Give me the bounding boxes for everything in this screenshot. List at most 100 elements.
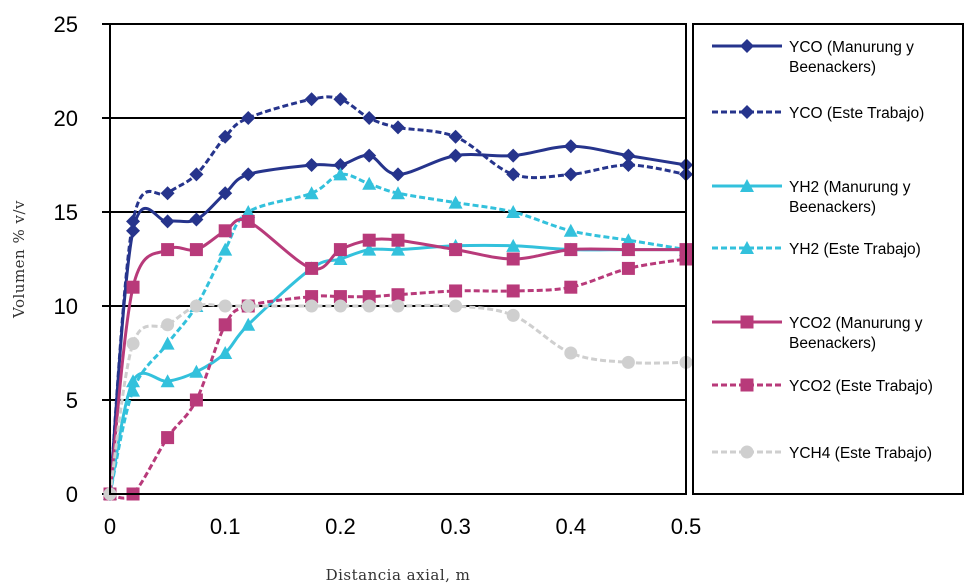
x-tick-label-5: 0.5 (671, 514, 702, 539)
series-2-point-8 (362, 242, 377, 256)
series-4-point-4 (218, 224, 232, 238)
series-5-point-7 (333, 290, 347, 304)
series-3-point-11 (506, 205, 521, 218)
y-tick-label-4: 20 (54, 106, 78, 131)
series-5-line (109, 257, 687, 500)
x-axis-title: Distancia axial, m (326, 566, 471, 584)
series-4 (103, 214, 693, 501)
legend-label-0-line-1: Beenackers) (789, 59, 876, 76)
series-1-point-7 (333, 92, 348, 107)
series-1-point-2 (160, 186, 175, 201)
series-2-point-2 (160, 374, 175, 388)
y-tick-label-0: 0 (66, 482, 78, 507)
series-0-point-6 (304, 158, 319, 172)
series-3-point-6 (304, 186, 319, 200)
series-4-point-2 (161, 243, 175, 257)
series-4-point-10 (449, 243, 463, 257)
legend-label-2-line-1: Beenackers) (789, 199, 876, 216)
series-6-point-10 (449, 299, 463, 313)
legend-label-4-line-1: Beenackers) (789, 335, 876, 352)
series-0-point-10 (448, 148, 463, 163)
series-5-point-2 (161, 431, 175, 445)
series-6-point-3 (189, 299, 203, 313)
series-1-point-4 (218, 129, 233, 144)
series-1-point-12 (563, 167, 578, 182)
series-3-point-13 (621, 233, 636, 247)
series-2-point-7 (333, 252, 348, 265)
x-tick-label-4: 0.4 (556, 514, 587, 539)
grid-lines (102, 23, 686, 495)
series-1-point-8 (362, 111, 377, 125)
series-6-point-1 (126, 337, 140, 351)
series-3-point-1 (126, 383, 141, 397)
series-5-point-10 (449, 284, 463, 298)
series-0-point-1 (126, 223, 141, 238)
series-6 (103, 299, 693, 501)
series-5-point-12 (564, 280, 578, 294)
legend-marker-3 (740, 241, 754, 254)
series-4-point-11 (506, 252, 520, 266)
legend-marker-5 (740, 378, 754, 392)
series-2-point-3 (189, 364, 204, 378)
legend-box (692, 23, 964, 495)
series-6-point-8 (362, 299, 376, 313)
series-3-point-12 (563, 223, 578, 237)
series-0-point-5 (241, 167, 256, 182)
series-6-point-9 (391, 299, 405, 313)
series-6-point-12 (564, 346, 578, 360)
series-3-point-9 (391, 186, 405, 200)
series-4-point-1 (126, 280, 140, 294)
legend-label-3: YH2 (Este Trabajo) (789, 241, 921, 258)
y-tick-label-3: 15 (54, 200, 78, 225)
series-layer (103, 92, 693, 501)
series-2-point-4 (218, 346, 233, 359)
legend-marker-4 (740, 315, 754, 329)
legend-label-5: YCO2 (Este Trabajo) (789, 378, 933, 395)
series-5 (103, 252, 693, 501)
x-tick-label-2: 0.2 (325, 514, 356, 539)
series-5-point-13 (621, 261, 635, 275)
y-tick-label-5: 25 (54, 12, 78, 37)
series-5-point-11 (506, 284, 520, 298)
series-5-point-9 (391, 288, 405, 302)
series-6-point-7 (333, 299, 347, 313)
series-2 (103, 238, 693, 500)
series-0-point-8 (362, 148, 377, 163)
y-tick-label-2: 10 (54, 294, 78, 319)
series-1-point-5 (241, 111, 256, 125)
series-3-point-7 (333, 167, 348, 181)
series-3-point-2 (160, 336, 175, 350)
series-2-point-9 (391, 242, 405, 256)
series-0-point-3 (189, 212, 204, 227)
x-tick-label-0: 0 (104, 514, 116, 539)
y-axis-title: Volumen % v/v (10, 200, 28, 319)
legend-label-6: YCH4 (Este Trabajo) (789, 445, 932, 462)
series-0-line (108, 144, 687, 495)
series-0-point-13 (621, 148, 636, 163)
series-3-point-4 (218, 242, 233, 256)
x-tick-label-3: 0.3 (440, 514, 471, 539)
series-3-point-8 (362, 176, 377, 190)
series-1-point-9 (391, 120, 405, 135)
series-2-point-11 (506, 238, 521, 252)
series-0-point-4 (218, 186, 233, 201)
series-4-line (108, 218, 686, 495)
series-4-point-3 (189, 243, 203, 257)
series-2-point-5 (241, 317, 256, 331)
series-1-point-13 (621, 158, 636, 172)
legend-label-2-line-0: YH2 (Manurung y (789, 179, 911, 196)
series-4-point-9 (391, 233, 405, 247)
series-1-point-1 (126, 214, 141, 229)
legend-marker-1 (740, 105, 754, 119)
legend-label-1: YCO (Este Trabajo) (789, 105, 924, 122)
series-6-point-5 (241, 299, 255, 313)
series-0-point-11 (506, 148, 521, 163)
tick-labels: 0 5 10 15 20 25 0 0.1 0.2 0.3 0.4 0.5 (54, 12, 702, 539)
legend-marker-2 (740, 179, 754, 192)
series-5-point-3 (189, 393, 203, 407)
x-tick-label-1: 0.1 (210, 514, 241, 539)
legend-marker-6 (740, 445, 754, 459)
series-4-point-13 (621, 243, 635, 257)
plot-area-frame (109, 23, 687, 495)
legend-label-0-line-0: YCO (Manurung y (789, 39, 914, 56)
